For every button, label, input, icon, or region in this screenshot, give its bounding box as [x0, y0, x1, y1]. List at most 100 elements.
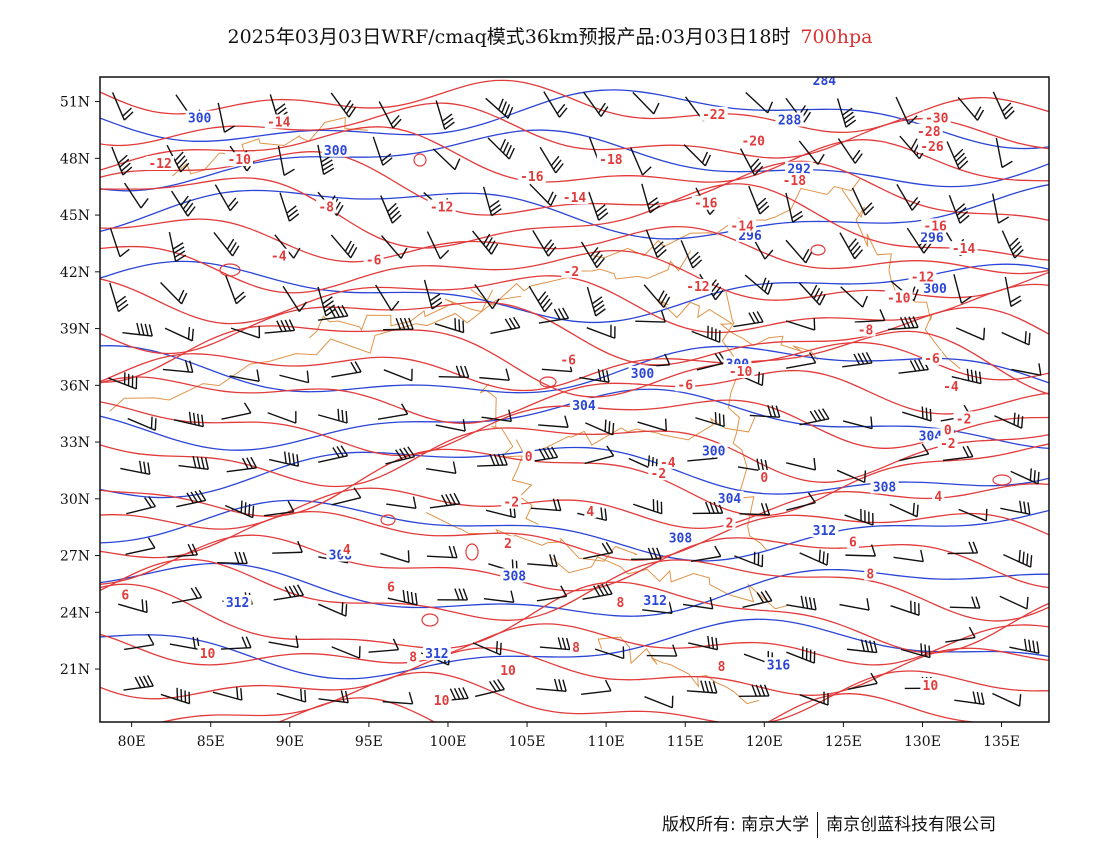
- temperature-label: -6: [924, 352, 940, 367]
- temperature-label: 8: [866, 567, 874, 582]
- wind-barb: [902, 406, 932, 422]
- height-label-bg: [185, 110, 214, 125]
- height-label-bg: [641, 592, 670, 607]
- temperature-label-bg: [699, 106, 728, 121]
- temperature-label-bg: [728, 218, 757, 233]
- admin-border: [593, 178, 861, 259]
- wind-barb: [383, 368, 413, 382]
- temperature-label: 6: [121, 588, 129, 603]
- wind-barb: [633, 499, 663, 515]
- temperature-label: 10: [200, 647, 216, 662]
- wind-barb: [123, 182, 149, 209]
- admin-border: [515, 416, 756, 455]
- temperature-label: 8: [718, 660, 726, 675]
- wind-barb: [749, 404, 781, 418]
- wind-barb: [220, 636, 252, 650]
- temperature-layer: [100, 79, 1049, 722]
- temperature-label: -10: [729, 365, 753, 380]
- wind-barb: [953, 274, 972, 304]
- temperature-label-bg: [340, 541, 353, 556]
- wind-barb: [799, 691, 829, 706]
- wind-barb: [742, 590, 773, 609]
- temperature-label: -16: [694, 197, 718, 212]
- wind-barb: [536, 585, 568, 602]
- wind-barb: [594, 646, 625, 660]
- wind-barb: [477, 453, 508, 467]
- wind-barb: [487, 137, 515, 160]
- temperature-label-bg: [908, 269, 937, 284]
- temperature-label-bg: [864, 566, 877, 581]
- temperature-label: -16: [923, 219, 947, 234]
- temperature-label-bg: [146, 156, 175, 171]
- wind-barb: [475, 679, 505, 698]
- wind-barb: [386, 496, 417, 510]
- wind-barb: [900, 643, 931, 659]
- wind-barb: [682, 596, 714, 610]
- wind-barb: [331, 646, 361, 659]
- wind-barb: [217, 551, 248, 565]
- temperature-label: -14: [267, 115, 291, 130]
- company-name: 南京创蓝科技有限公司: [826, 815, 997, 835]
- wind-barb: [1011, 363, 1042, 376]
- wind-barb: [785, 192, 804, 223]
- wind-barb: [785, 318, 816, 331]
- temperature-label: 10: [923, 679, 939, 694]
- isotherm: [277, 693, 980, 722]
- admin-border: [658, 300, 819, 361]
- wind-barb: [896, 184, 921, 211]
- temperature-label-bg: [675, 377, 696, 392]
- pressure-level: 700hpa: [800, 26, 873, 48]
- temperature-label-bg: [920, 678, 941, 693]
- height-label-bg: [715, 490, 744, 505]
- isotherm: [100, 510, 1049, 561]
- lon-tick-label: 130E: [904, 734, 941, 750]
- wind-barb: [842, 416, 873, 430]
- wind-barb: [680, 240, 703, 269]
- isotherm: [100, 623, 1049, 666]
- longitude-axis: 80E 85E 90E 95E 100E 105E 110E 115E 120E 125E 130E…: [118, 722, 1020, 750]
- wind-barb: [991, 193, 1010, 224]
- temperature-label-bg: [941, 422, 954, 437]
- temperature-label: -8: [318, 201, 334, 216]
- wind-barb: [538, 415, 569, 428]
- temperature-label-bg: [739, 133, 768, 148]
- wind-barb: [992, 91, 1015, 120]
- height-label: 316: [767, 658, 791, 673]
- wind-barb: [786, 457, 817, 471]
- temperature-label: -28: [917, 125, 941, 140]
- height-label-bg: [666, 530, 695, 545]
- wind-barb: [331, 361, 362, 378]
- wind-barb: [387, 590, 418, 606]
- temperature-label-bg: [780, 173, 809, 188]
- temperature-label-bg: [596, 152, 625, 167]
- wind-barb: [691, 545, 722, 562]
- height-label-bg: [921, 280, 950, 295]
- wind-barb: [317, 408, 348, 424]
- temperature-label: -10: [887, 291, 911, 306]
- temperature-label: 0: [944, 424, 952, 439]
- wind-barb: [630, 147, 652, 176]
- wind-barb: [632, 91, 660, 115]
- wind-barb: [164, 327, 194, 342]
- temperature-label: 8: [409, 651, 417, 666]
- height-label-bg: [870, 479, 899, 494]
- wind-barb: [123, 675, 154, 691]
- wind-barb: [435, 100, 455, 130]
- wind-barb: [378, 101, 402, 129]
- temperature-label: -2: [940, 437, 956, 452]
- height-label: 300: [324, 144, 348, 159]
- height-label-bg: [628, 365, 657, 380]
- temperature-label: -14: [730, 219, 754, 234]
- wind-barb: [644, 695, 674, 709]
- temperature-label-bg: [501, 494, 522, 509]
- wind-barb: [108, 372, 138, 390]
- isotherm-loop: [380, 514, 396, 526]
- borders-layer: [109, 116, 961, 705]
- wind-barb: [954, 691, 985, 706]
- wind-barb: [845, 544, 877, 557]
- wind-barb: [472, 641, 502, 656]
- temperature-label: 0: [525, 450, 533, 465]
- temperature-label-bg: [316, 199, 337, 214]
- height-contour: [100, 89, 1049, 150]
- temperature-label: 6: [387, 581, 395, 596]
